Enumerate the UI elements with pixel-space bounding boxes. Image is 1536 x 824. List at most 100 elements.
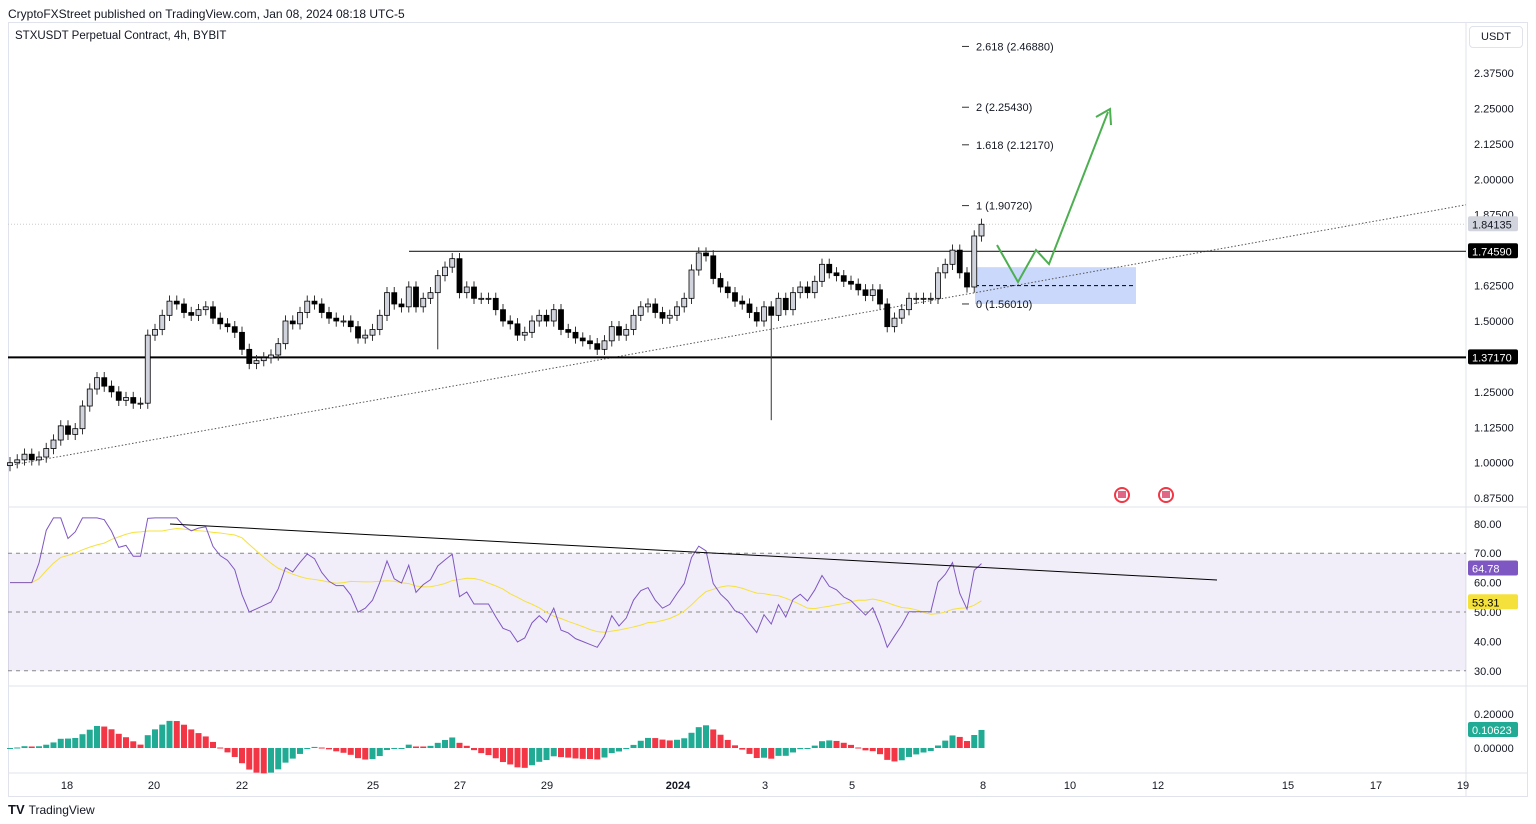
candle-body (862, 289, 869, 296)
macd-histogram-bar (463, 745, 470, 748)
macd-histogram-bar (587, 748, 593, 760)
macd-histogram-bar (956, 736, 963, 748)
macd-histogram-bar (891, 748, 898, 762)
time-tick-label: 15 (1282, 780, 1294, 792)
macd-histogram-bar (217, 747, 224, 749)
macd-histogram-bar (877, 748, 883, 755)
macd-histogram-bar (536, 748, 543, 762)
macd-histogram-bar (855, 747, 862, 749)
candle-body (550, 309, 557, 322)
us-flag-icon (1118, 491, 1126, 498)
time-tick-label: 12 (1152, 780, 1164, 792)
candle-body (601, 340, 608, 350)
rsi-ma-value-label-bg (1468, 594, 1518, 610)
candle-body (166, 300, 173, 316)
macd-histogram-bar (297, 748, 303, 754)
macd-histogram-bar (637, 740, 644, 748)
level-price-label-bg (1468, 349, 1518, 365)
macd-histogram-bar (645, 737, 651, 748)
macd-histogram-bar (65, 738, 71, 748)
tradingview-logo: TV TradingView (8, 802, 95, 817)
macd-histogram-bar (674, 739, 680, 748)
rsi-tick-label: 60.00 (1474, 578, 1502, 590)
candle-body (456, 258, 463, 294)
candle-body (260, 357, 267, 362)
chart-frame (8, 22, 1528, 797)
candle-body (507, 320, 514, 325)
candle-body (282, 320, 289, 345)
macd-histogram-bar (318, 747, 325, 749)
candle-body (347, 320, 354, 328)
candle-body (971, 235, 978, 288)
candle-body (884, 303, 891, 328)
currency-button[interactable]: USDT (1469, 26, 1523, 48)
time-tick-label: 3 (762, 780, 768, 792)
macd-histogram-bar (210, 741, 216, 748)
macd-histogram-bar (724, 739, 731, 748)
candle-body (376, 314, 383, 330)
candle-body (920, 297, 927, 300)
candle-body (326, 312, 332, 319)
candle-body (500, 309, 506, 322)
macd-histogram-bar (884, 748, 891, 760)
candle-body (942, 263, 949, 274)
candle-body (616, 326, 622, 336)
candle-body (311, 300, 318, 305)
macd-histogram-bar (739, 748, 746, 750)
candle-body (28, 453, 35, 461)
price-tick-label: 2.37500 (1474, 68, 1514, 80)
macd-histogram-bar (130, 741, 137, 748)
macd-histogram-bar (601, 748, 608, 758)
symbol-title: STXUSDT Perpetual Contract, 4h, BYBIT (15, 30, 227, 42)
macd-histogram-bar (558, 748, 564, 758)
candle-body (210, 306, 216, 319)
macd-histogram-bar (420, 746, 427, 748)
price-tick-label: 2.25000 (1474, 103, 1514, 115)
macd-histogram-bar (898, 748, 905, 761)
macd-histogram-bar (166, 720, 173, 748)
macd-tick-label: 0.20000 (1474, 709, 1514, 721)
macd-histogram-bar (507, 748, 514, 765)
candle-body (717, 278, 724, 288)
macd-histogram-bar (775, 748, 782, 756)
macd-histogram-bar (543, 748, 550, 761)
candle-body (840, 275, 847, 282)
candle-body (297, 312, 303, 325)
macd-histogram-bar (811, 745, 818, 748)
macd-histogram-bar (391, 748, 398, 749)
macd-histogram-bar (86, 729, 93, 748)
fib-level-label: 2 (2.25430) (976, 102, 1032, 114)
candle-body (891, 317, 898, 328)
macd-histogram-bar (782, 748, 789, 756)
candle-body (543, 314, 550, 322)
macd-histogram-bar (630, 744, 637, 748)
time-tick-label: 29 (541, 780, 553, 792)
tv-logo-icon: TV (8, 802, 25, 817)
macd-histogram-bar (275, 748, 282, 770)
candle-body (935, 272, 941, 299)
candle-body (608, 326, 615, 342)
macd-histogram-bar (695, 727, 702, 748)
macd-histogram-bar (449, 737, 456, 748)
macd-histogram-bar (260, 748, 267, 774)
last-price-label: 1.84135 (1472, 219, 1512, 231)
macd-histogram-bar (181, 724, 187, 748)
macd-histogram-bar (282, 748, 289, 763)
candle-body (811, 280, 818, 294)
macd-histogram-bar (173, 721, 180, 748)
macd-histogram-bar (833, 740, 840, 748)
macd-histogram-bar (384, 748, 390, 750)
candle-body (594, 343, 601, 350)
candle-body (681, 297, 688, 308)
candle-body (123, 397, 129, 401)
macd-histogram-bar (340, 748, 347, 753)
candle-body (108, 385, 115, 393)
macd-histogram-bar (848, 744, 854, 748)
macd-histogram-bar (333, 748, 340, 752)
candle-body (869, 289, 876, 296)
candle-body (471, 286, 477, 299)
macd-histogram-bar (572, 748, 579, 759)
candle-body (732, 292, 738, 302)
macd-histogram-bar (311, 746, 318, 748)
